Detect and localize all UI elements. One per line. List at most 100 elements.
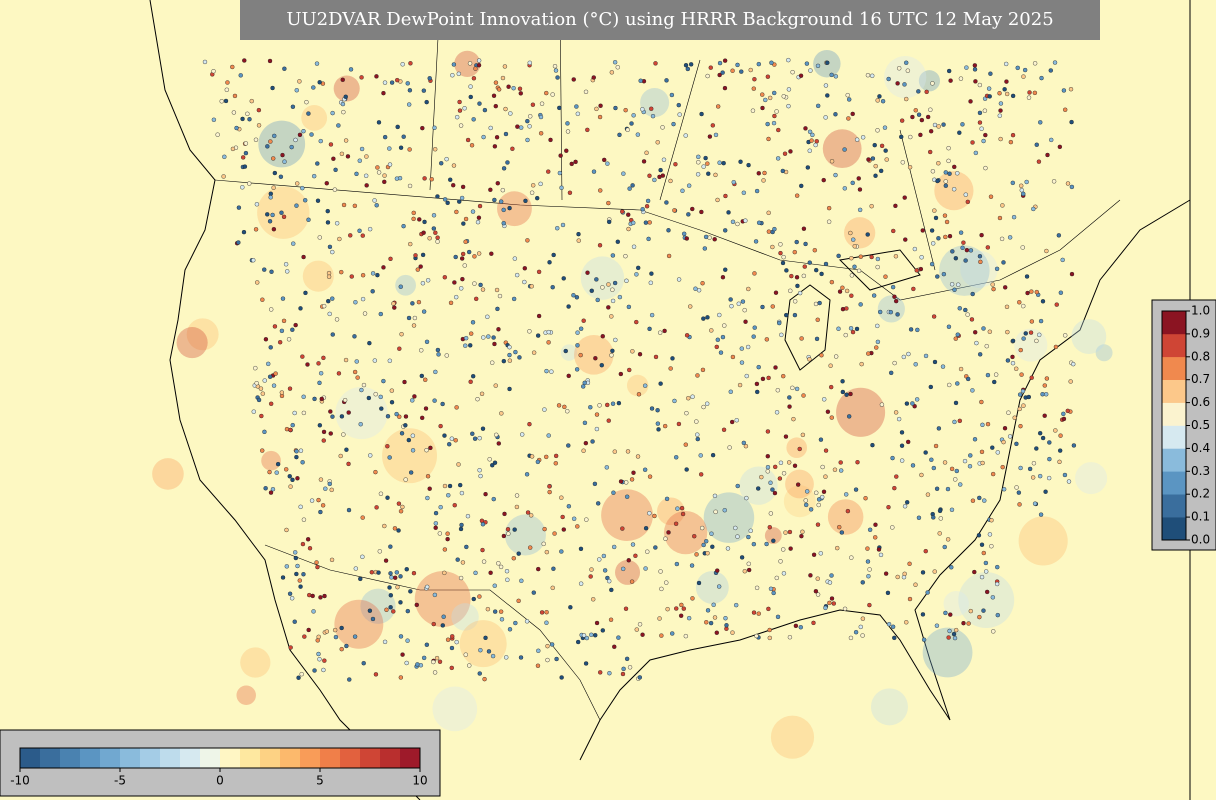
observation-dot — [985, 245, 991, 250]
observation-dot — [998, 101, 1004, 106]
observation-dot — [452, 503, 457, 508]
observation-dot — [778, 242, 783, 247]
observation-dot — [561, 276, 566, 281]
observation-dot — [836, 253, 841, 259]
observation-dot — [845, 92, 850, 98]
observation-dot — [296, 675, 301, 680]
observation-dot — [886, 622, 892, 627]
observation-dot — [302, 634, 307, 639]
observation-dot — [341, 109, 346, 115]
observation-dot — [542, 407, 547, 412]
observation-dot — [734, 602, 739, 608]
observation-dot — [395, 584, 400, 590]
observation-dot — [720, 70, 725, 75]
observation-dot — [474, 296, 479, 302]
observation-dot — [774, 575, 779, 581]
observation-dot — [454, 639, 459, 645]
observation-dot — [553, 461, 558, 466]
observation-dot — [1021, 74, 1026, 79]
observation-dot — [848, 326, 854, 331]
observation-dot — [488, 125, 493, 131]
observation-dot — [710, 123, 716, 128]
observation-dot — [420, 125, 425, 131]
observation-dot — [893, 254, 899, 259]
colorbar-segment — [300, 748, 321, 768]
observation-dot — [352, 634, 358, 639]
observation-dot — [756, 171, 761, 176]
observation-dot — [370, 289, 375, 294]
observation-dot — [544, 90, 549, 96]
observation-dot — [778, 460, 784, 465]
observation-dot — [630, 542, 636, 547]
observation-dot — [348, 233, 353, 238]
observation-dot — [395, 124, 400, 130]
observation-dot — [454, 209, 459, 215]
observation-dot — [442, 197, 448, 202]
observation-dot — [867, 527, 873, 532]
observation-dot — [819, 271, 824, 277]
observation-dot — [902, 82, 907, 87]
observation-dot — [698, 472, 704, 477]
observation-dot — [953, 627, 959, 633]
observation-dot — [370, 616, 376, 622]
observation-dot — [1026, 394, 1032, 400]
observation-dot — [1010, 338, 1016, 344]
observation-dot — [890, 455, 895, 461]
field-blob — [657, 497, 685, 526]
observation-dot — [588, 405, 593, 410]
observation-dot — [675, 506, 680, 511]
observation-dot — [710, 452, 716, 458]
observation-dot — [410, 433, 416, 438]
observation-dot — [507, 352, 512, 358]
observation-dot — [777, 320, 782, 326]
observation-dot — [475, 219, 481, 225]
observation-dot — [480, 547, 485, 553]
observation-dot — [730, 219, 736, 225]
observation-dot — [1015, 65, 1020, 71]
observation-dot — [777, 476, 783, 481]
observation-dot — [272, 324, 278, 329]
observation-dot — [768, 511, 774, 516]
observation-dot — [369, 570, 375, 575]
observation-dot — [713, 509, 718, 515]
observation-dot — [442, 433, 447, 438]
observation-dot — [731, 180, 736, 185]
observation-dot — [1017, 406, 1022, 412]
observation-dot — [1022, 67, 1028, 73]
observation-dot — [1032, 61, 1038, 66]
observation-dot — [631, 220, 636, 226]
observation-dot — [781, 94, 786, 99]
observation-dot — [855, 460, 860, 465]
observation-dot — [1012, 415, 1017, 420]
observation-dot — [1010, 360, 1016, 366]
observation-dot — [664, 200, 669, 205]
observation-dot — [636, 265, 641, 271]
observation-dot — [713, 132, 719, 138]
observation-dot — [1058, 290, 1064, 295]
observation-dot — [653, 61, 658, 66]
observation-dot — [575, 111, 581, 117]
observation-dot — [936, 161, 941, 166]
observation-dot — [827, 580, 833, 585]
observation-dot — [962, 458, 968, 464]
observation-dot — [914, 268, 919, 273]
observation-dot — [1057, 144, 1063, 150]
observation-dot — [649, 312, 655, 318]
observation-dot — [669, 92, 675, 98]
observation-dot — [1063, 107, 1068, 112]
observation-dot — [457, 199, 462, 204]
observation-dot — [684, 333, 690, 338]
observation-dot — [589, 632, 594, 637]
observation-dot — [767, 627, 772, 633]
observation-dot — [514, 272, 520, 278]
observation-dot — [756, 364, 761, 370]
observation-dot — [301, 517, 307, 522]
observation-dot — [491, 496, 496, 502]
observation-dot — [808, 68, 813, 73]
observation-dot — [721, 160, 726, 166]
observation-dot — [676, 102, 681, 108]
observation-dot — [711, 602, 716, 608]
observation-dot — [684, 236, 690, 241]
observation-dot — [701, 404, 706, 410]
observation-dot — [938, 516, 943, 521]
